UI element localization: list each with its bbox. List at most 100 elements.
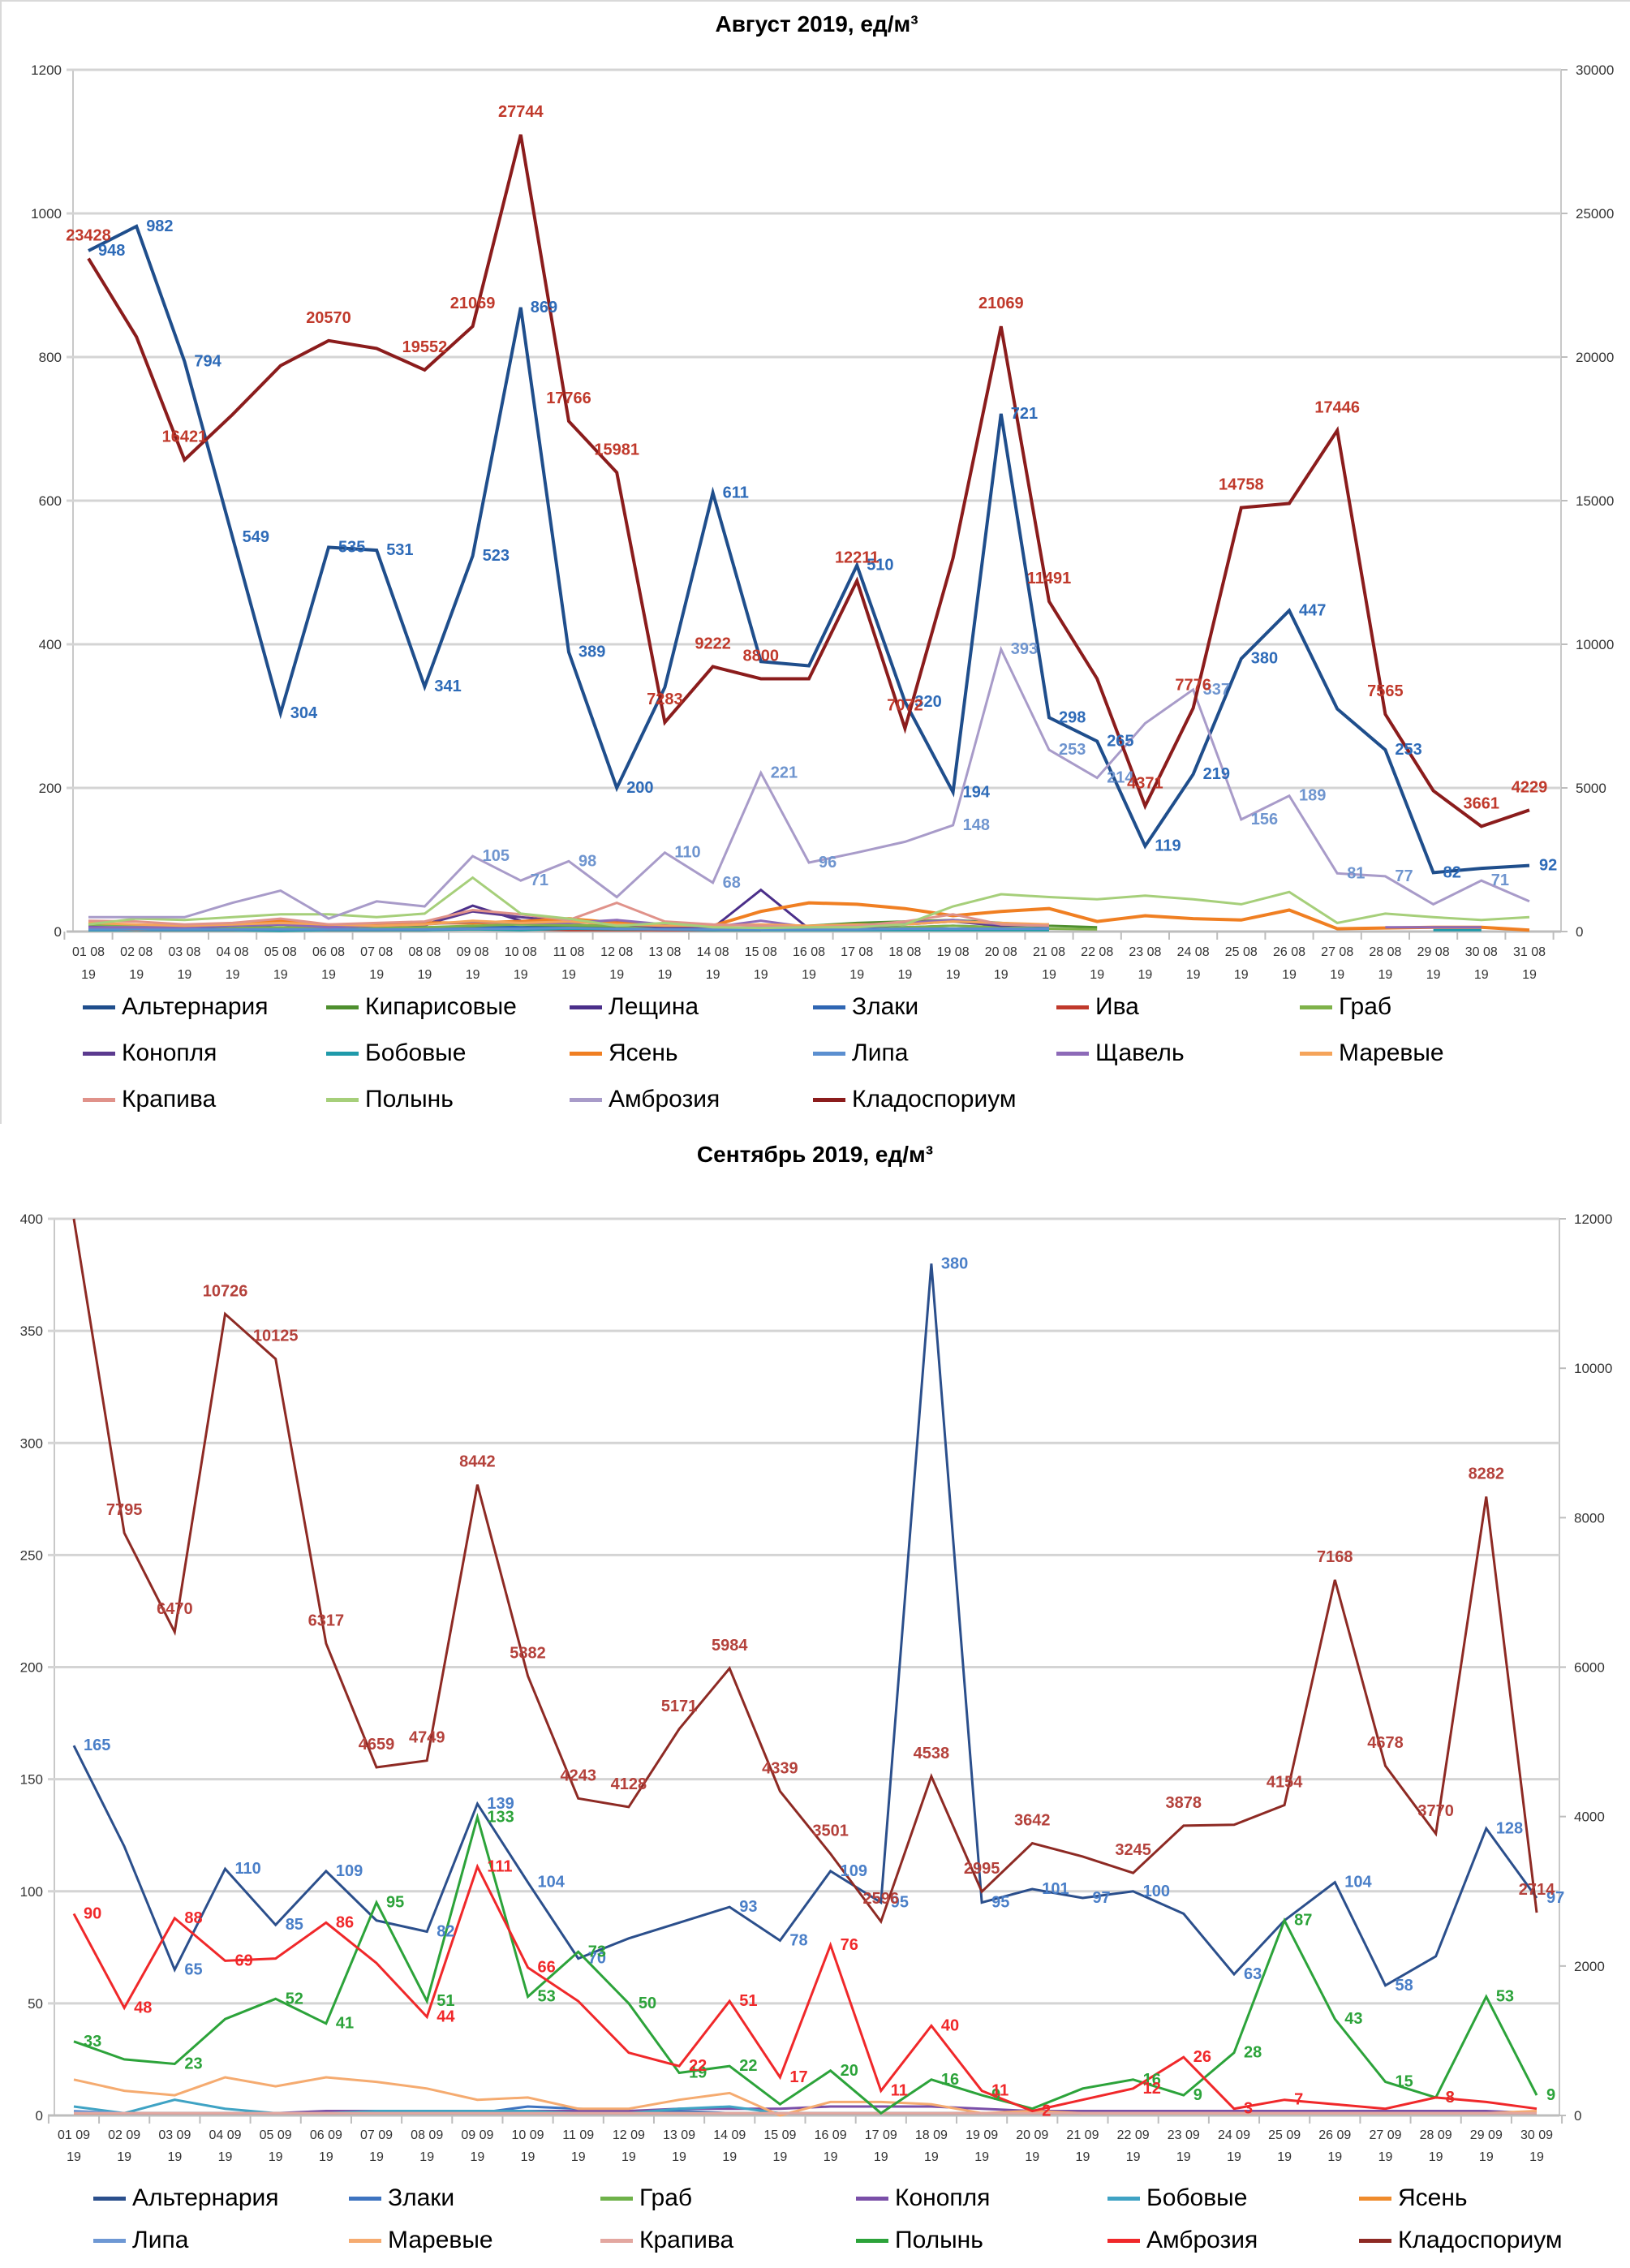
data-label: 200 <box>626 779 653 797</box>
chart-title-september: Сентябрь 2019, ед/м³ <box>696 1142 934 1167</box>
y-tick-label: 100 <box>20 1884 43 1900</box>
data-label: 8 <box>1446 2089 1455 2107</box>
x-tick-label: 19 09 <box>966 2128 998 2142</box>
x-tick-label: 08 08 <box>408 945 441 959</box>
series-line-Амброзия <box>72 1863 1538 2113</box>
x-tick-label: 07 09 <box>360 2128 393 2142</box>
legend-swatch-icon <box>1300 1051 1332 1056</box>
data-label: 4749 <box>409 1729 445 1747</box>
legend-item: Ясень <box>1359 2184 1468 2212</box>
x-tick-label-year: 19 <box>1138 968 1153 982</box>
series-line-Крапива <box>88 901 1050 929</box>
data-label: 97 <box>1546 1889 1564 1907</box>
x-tick-label: 28 08 <box>1369 945 1401 959</box>
data-label: 109 <box>336 1862 363 1880</box>
y2-tick-label: 0 <box>1574 2108 1581 2124</box>
legend-item: Липа <box>93 2227 188 2254</box>
data-label: 14758 <box>1219 476 1264 494</box>
data-label: 95 <box>386 1894 404 1912</box>
data-label: 66 <box>538 1959 556 1977</box>
y-tick-label: 400 <box>39 637 62 652</box>
x-tick-label-year: 19 <box>369 968 384 982</box>
legend-label: Маревые <box>388 2227 493 2253</box>
legend-swatch-icon <box>326 1097 359 1102</box>
x-tick-label: 09 09 <box>461 2128 493 2142</box>
data-label: 48 <box>134 1999 152 2016</box>
legend-item: Крапива <box>83 1086 216 1113</box>
data-label: 11 <box>991 2082 1009 2100</box>
data-label: 16 <box>941 2071 959 2089</box>
x-tick-label: 22 08 <box>1081 945 1113 959</box>
data-label: 19552 <box>402 338 448 356</box>
x-tick-label: 11 09 <box>562 2128 594 2142</box>
series-line-Ясень <box>88 901 1530 932</box>
legend-label: Щавель <box>1095 1039 1185 1066</box>
y-tick-label: 150 <box>20 1772 43 1788</box>
x-tick-label-year: 19 <box>1186 968 1201 982</box>
legend-label: Липа <box>852 1039 909 1066</box>
x-tick-label-year: 19 <box>1234 968 1249 982</box>
data-label: 104 <box>538 1874 566 1891</box>
x-tick-label-year: 19 <box>1327 2150 1342 2164</box>
data-label: 320 <box>914 693 941 711</box>
data-label: 86 <box>336 1913 354 1931</box>
data-label: 26 <box>1193 2048 1211 2066</box>
x-tick-label-year: 19 <box>1529 2150 1544 2164</box>
data-label: 7 <box>1294 2091 1303 2109</box>
x-tick-label: 31 08 <box>1513 945 1546 959</box>
legend-item: Кладоспориум <box>813 1086 1017 1113</box>
x-tick-label: 17 08 <box>841 945 873 959</box>
y2-tick-label: 20000 <box>1576 350 1614 365</box>
data-label: 15 <box>1395 2073 1413 2091</box>
data-label: 51 <box>739 1992 757 2010</box>
x-tick-label-year: 19 <box>571 2150 586 2164</box>
legend-swatch-icon <box>1107 2238 1140 2243</box>
x-tick-label-year: 19 <box>1090 968 1104 982</box>
x-tick-label-year: 19 <box>802 968 816 982</box>
y-tick-label: 250 <box>20 1547 43 1563</box>
x-tick-label-year: 19 <box>129 968 144 982</box>
data-label: 20570 <box>306 309 351 327</box>
data-label: 8282 <box>1469 1465 1505 1483</box>
data-label: 389 <box>578 643 605 661</box>
data-label: 52 <box>286 1990 303 2008</box>
x-tick-label: 04 09 <box>209 2128 241 2142</box>
y-tick-label: 0 <box>54 924 62 940</box>
data-label: 17 <box>789 2068 807 2086</box>
y-tick-label: 600 <box>39 493 62 509</box>
data-label: 133 <box>487 1809 514 1827</box>
x-tick-label-year: 19 <box>319 2150 333 2164</box>
data-label: 82 <box>1443 863 1461 881</box>
x-tick-label-year: 19 <box>1474 968 1489 982</box>
data-label: 119 <box>1155 837 1181 855</box>
x-tick-label-year: 19 <box>514 968 528 982</box>
x-tick-label-year: 19 <box>321 968 336 982</box>
data-label: 10125 <box>253 1328 299 1345</box>
data-label: 6470 <box>157 1600 193 1618</box>
data-label: 447 <box>1299 601 1326 619</box>
data-label: 65 <box>184 1960 202 1978</box>
data-label: 101 <box>1042 1880 1069 1898</box>
data-label: 219 <box>1203 765 1230 783</box>
legend-item: Злаки <box>349 2184 454 2212</box>
legend-item: Ясень <box>570 1039 678 1067</box>
series-line-Альтернария <box>72 1263 1538 1987</box>
data-label: 16 <box>1143 2071 1161 2089</box>
data-label: 21069 <box>978 295 1024 312</box>
legend-label: Ясень <box>609 1039 678 1066</box>
legend-swatch-icon <box>93 2196 126 2201</box>
x-tick-label: 28 09 <box>1420 2128 1452 2142</box>
y2-tick-label: 8000 <box>1574 1510 1605 1526</box>
data-label: 71 <box>1491 871 1509 889</box>
x-tick-label-year: 19 <box>1426 968 1441 982</box>
legend-label: Полынь <box>895 2227 983 2253</box>
x-tick-label: 21 09 <box>1066 2128 1099 2142</box>
y2-tick-label: 30000 <box>1576 62 1614 78</box>
y2-tick-label: 10000 <box>1574 1361 1612 1376</box>
legend-item: Крапива <box>600 2227 733 2254</box>
legend-swatch-icon <box>326 1051 359 1056</box>
data-label: 2995 <box>964 1860 1000 1878</box>
data-label: 98 <box>578 852 596 870</box>
x-tick-label: 15 08 <box>745 945 777 959</box>
chart-title-august: Август 2019, ед/м³ <box>715 11 918 37</box>
